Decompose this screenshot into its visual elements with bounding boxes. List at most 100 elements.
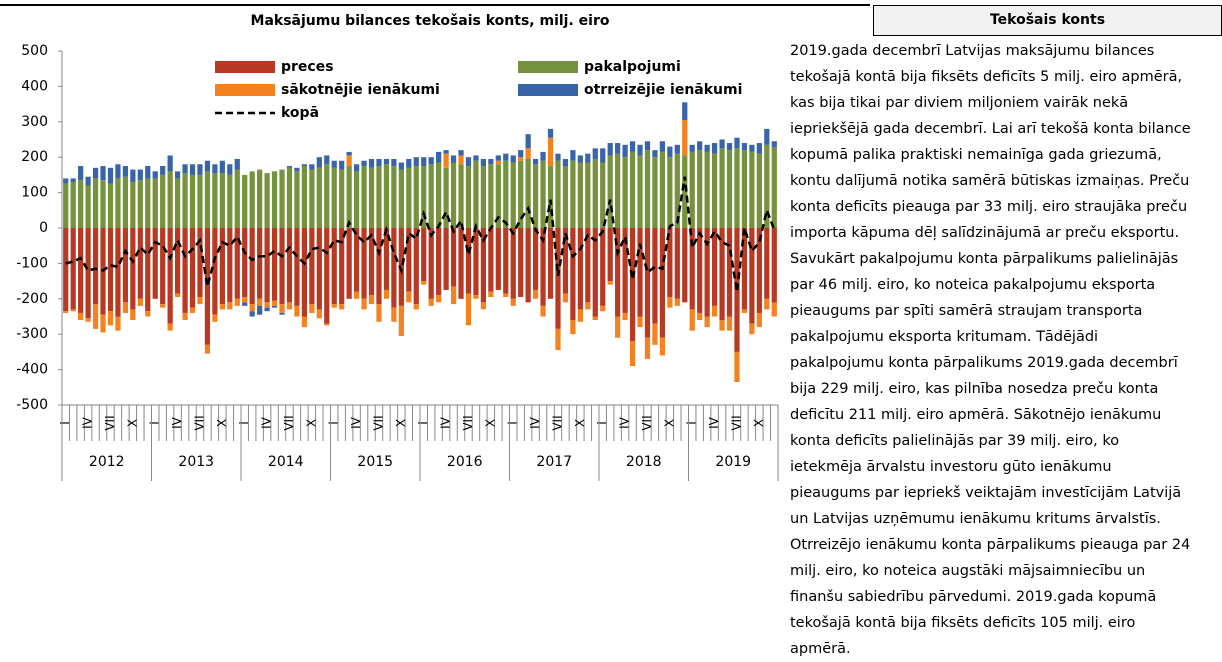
bar-segment <box>167 155 173 172</box>
bar-segment <box>570 228 576 321</box>
bar-segment <box>63 183 69 228</box>
bar-segment <box>615 228 621 317</box>
bar-segment <box>547 128 554 138</box>
bar-segment <box>339 160 345 170</box>
side-line: konta deficīts pieauga par 33 milj. eiro… <box>790 199 1188 215</box>
side-line: pieaugums par iepriekš veiktajām investī… <box>790 485 1182 501</box>
side-line: pieaugums par spīti samērā straujam tran… <box>790 303 1143 319</box>
bar-segment <box>704 151 710 228</box>
bar-segment <box>473 155 479 161</box>
legend-swatch <box>518 84 578 96</box>
bar-segment <box>227 164 233 175</box>
x-tick-label: VII <box>282 415 296 430</box>
bar-segment <box>137 298 143 306</box>
bar-segment <box>413 228 419 305</box>
bar-segment <box>368 295 375 305</box>
bar-segment <box>174 228 181 294</box>
y-tick-label: 400 <box>21 78 48 94</box>
bar-segment <box>764 128 770 145</box>
bar-segment <box>749 151 755 228</box>
bar-segment <box>301 166 308 228</box>
bar-segment <box>286 167 293 228</box>
side-line: bija 229 milj. eiro, kas pilnība nosedza… <box>790 381 1159 397</box>
bar-segment <box>525 158 531 228</box>
bar-segment <box>234 169 240 228</box>
bar-segment <box>219 228 225 305</box>
x-tick-label: X <box>304 419 318 427</box>
bar-segment <box>301 164 308 167</box>
bar-segment <box>324 228 330 324</box>
bar-segment <box>615 153 621 228</box>
x-tick-label: VII <box>192 415 206 430</box>
bar-segment <box>592 316 598 321</box>
bar-segment <box>532 164 539 228</box>
bar-segment <box>242 297 248 303</box>
bar-segment <box>525 134 531 149</box>
bar-segment <box>130 181 136 228</box>
x-tick-label: I <box>595 421 609 425</box>
year-label: 2018 <box>626 454 662 470</box>
bar-segment <box>242 228 248 298</box>
legend-swatch <box>215 61 275 73</box>
bar-segment <box>391 158 397 167</box>
bar-segment <box>458 228 464 299</box>
bar-segment <box>286 166 293 168</box>
bar-segment <box>443 167 449 228</box>
year-label: 2014 <box>268 454 304 470</box>
x-tick-label: IV <box>170 416 184 429</box>
bar-segment <box>212 228 218 315</box>
bar-segment <box>510 228 516 299</box>
bar-segment <box>450 155 457 163</box>
bar-segment <box>115 316 121 331</box>
bar-segment <box>115 164 121 179</box>
bar-segment <box>585 153 591 163</box>
bar-segment <box>637 155 643 228</box>
bar-segment <box>316 167 322 228</box>
side-line: Savukārt pakalpojumu konta pārpalikums p… <box>790 251 1179 267</box>
bar-segment <box>577 228 583 310</box>
side-line: tekošajā kontā bija fiksēts deficīts 5 m… <box>790 69 1183 85</box>
bar-segment <box>652 150 658 158</box>
bar-segment <box>667 297 673 308</box>
bar-segment <box>540 160 546 228</box>
bar-segment <box>518 228 524 298</box>
bar-segment <box>518 160 524 228</box>
bar-segment <box>510 155 516 163</box>
bar-segment <box>78 166 84 181</box>
chart: Maksājumu bilances tekošais konts, milj.… <box>0 4 870 481</box>
bar-segment <box>413 304 419 310</box>
x-tick-label: VII <box>371 415 385 430</box>
bar-segment <box>637 144 643 156</box>
bar-segment <box>682 155 688 228</box>
bar-segment <box>480 302 487 310</box>
bar-segment <box>152 171 158 179</box>
bar-segment <box>122 166 129 177</box>
bar-segment <box>711 228 718 306</box>
bar-segment <box>92 304 99 329</box>
bar-segment <box>167 228 173 324</box>
y-tick-label: 300 <box>21 114 48 130</box>
bar-segment <box>264 307 270 312</box>
bar-segment <box>78 180 84 228</box>
bar-segment <box>78 228 84 313</box>
bar-segment <box>398 228 404 306</box>
bar-segment <box>361 298 367 310</box>
bar-segment <box>122 228 129 303</box>
bar-segment <box>383 228 390 290</box>
bar-segment <box>257 298 263 306</box>
bar-segment <box>316 157 322 168</box>
bar-segment <box>600 162 606 228</box>
bar-segment <box>547 137 554 167</box>
x-tick-label: X <box>215 419 229 427</box>
bar-segment <box>704 144 710 152</box>
bar-segment <box>197 297 203 305</box>
bar-segment <box>92 228 99 305</box>
year-label: 2017 <box>536 454 572 470</box>
y-tick-label: 200 <box>21 149 48 165</box>
bar-segment <box>189 174 196 228</box>
x-tick-label: VII <box>103 415 117 430</box>
bar-segment <box>726 316 733 331</box>
bar-segment <box>518 157 524 161</box>
bar-segment <box>719 148 725 228</box>
bar-segment <box>495 164 501 228</box>
